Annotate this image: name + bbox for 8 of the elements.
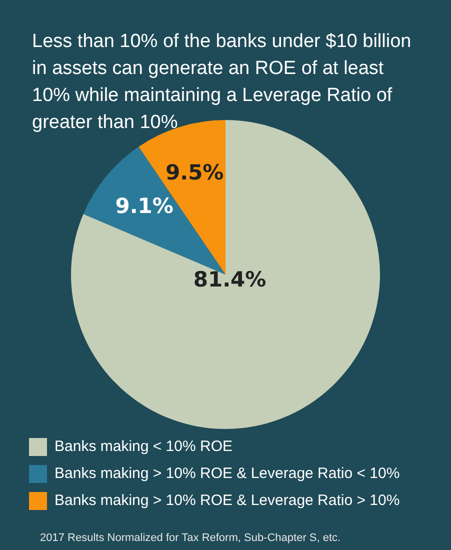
data-label: 9.5% xyxy=(165,160,224,185)
data-label: 9.1% xyxy=(115,194,174,218)
legend-label: Banks making > 10% ROE & Leverage Ratio > 10% xyxy=(54,492,400,510)
text: 2017 Results Normalized for Tax Reform, Sub-Chapter S, etc. xyxy=(40,532,341,544)
data-label: 81.4% xyxy=(193,267,266,292)
chart-title: Less than 10% of the banks under $10 billion in assets can generate an ROE of at least 10% while maintaining a Leverage Ratio of greater than 10% xyxy=(31,30,412,133)
legend-label: Banks making < 10% ROE xyxy=(54,438,233,456)
legend-label: Banks making > 10% ROE & Leverage Ratio < 10% xyxy=(54,465,400,482)
